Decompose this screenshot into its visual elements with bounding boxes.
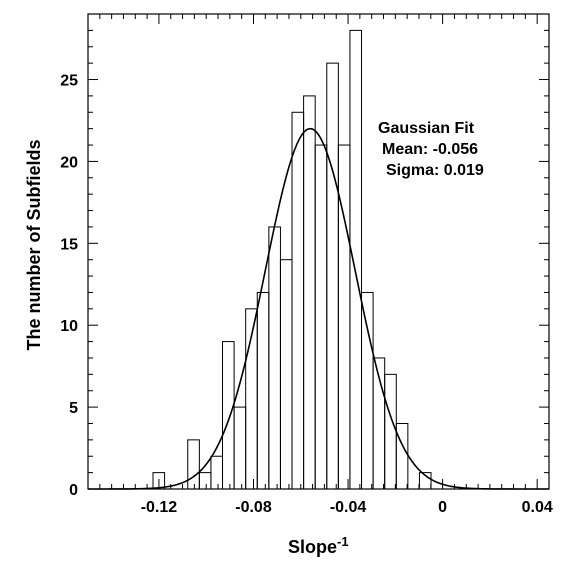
y-tick-label: 10	[60, 318, 78, 335]
histogram-bar	[361, 291, 374, 490]
histogram-bar	[187, 439, 200, 490]
x-axis-title-base: Slope	[288, 537, 337, 557]
histogram-bar	[152, 472, 166, 490]
histogram-bar	[349, 29, 363, 490]
y-tick-label: 5	[69, 400, 78, 417]
histogram-bar	[395, 422, 409, 490]
histogram-bar	[198, 472, 212, 490]
x-axis-title: Slope-1	[288, 534, 349, 557]
axis-ticks	[87, 13, 550, 490]
x-tick-label: -0.04	[330, 499, 367, 516]
x-axis-title-superscript: -1	[337, 534, 349, 549]
y-tick-label: 20	[60, 154, 78, 171]
histogram-bar	[222, 341, 235, 490]
y-tick-label: 0	[69, 482, 78, 499]
gaussian-fit-curve	[88, 127, 549, 490]
y-axis-title: The number of Subfields	[24, 139, 44, 350]
histogram-bar	[418, 472, 432, 490]
plot-frame	[87, 13, 550, 490]
y-tick-label: 15	[60, 236, 78, 253]
histogram-bar	[256, 291, 270, 490]
x-tick-label: 0	[438, 499, 447, 516]
histogram-bar	[291, 111, 305, 490]
histogram-bar	[233, 406, 247, 490]
histogram-bar	[314, 144, 328, 490]
tick-labels: -0.12 -0.08 -0.04 0 0.04 0 5 10 15 20 25	[60, 73, 553, 516]
annotation-title: Gaussian Fit	[378, 120, 475, 137]
x-tick-label: -0.12	[141, 499, 178, 516]
y-tick-label: 25	[60, 73, 78, 90]
histogram-bar	[210, 455, 224, 490]
annotation-mean: Mean: -0.056	[382, 141, 478, 158]
annotation-sigma: Sigma: 0.019	[386, 162, 484, 179]
histogram-bar	[303, 95, 316, 490]
histogram-bar	[384, 373, 397, 490]
histogram-bar	[326, 62, 339, 490]
x-tick-label: 0.04	[522, 499, 553, 516]
histogram-bar	[279, 259, 293, 490]
histogram-bar	[337, 144, 351, 490]
histogram-bars	[152, 29, 432, 490]
histogram-bar	[268, 226, 281, 490]
x-tick-label: -0.08	[235, 499, 272, 516]
